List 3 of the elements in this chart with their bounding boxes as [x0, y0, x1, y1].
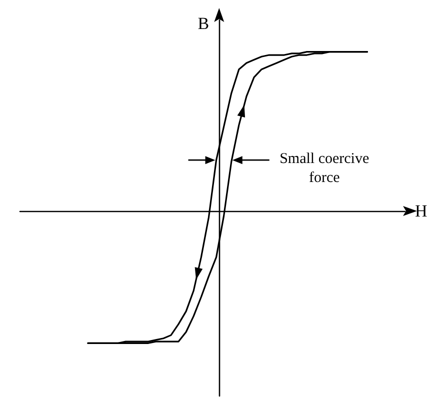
annotation: Small coercive force	[278, 150, 370, 188]
y-axis-title: B	[198, 14, 210, 33]
x-axis-title: H	[415, 202, 428, 221]
